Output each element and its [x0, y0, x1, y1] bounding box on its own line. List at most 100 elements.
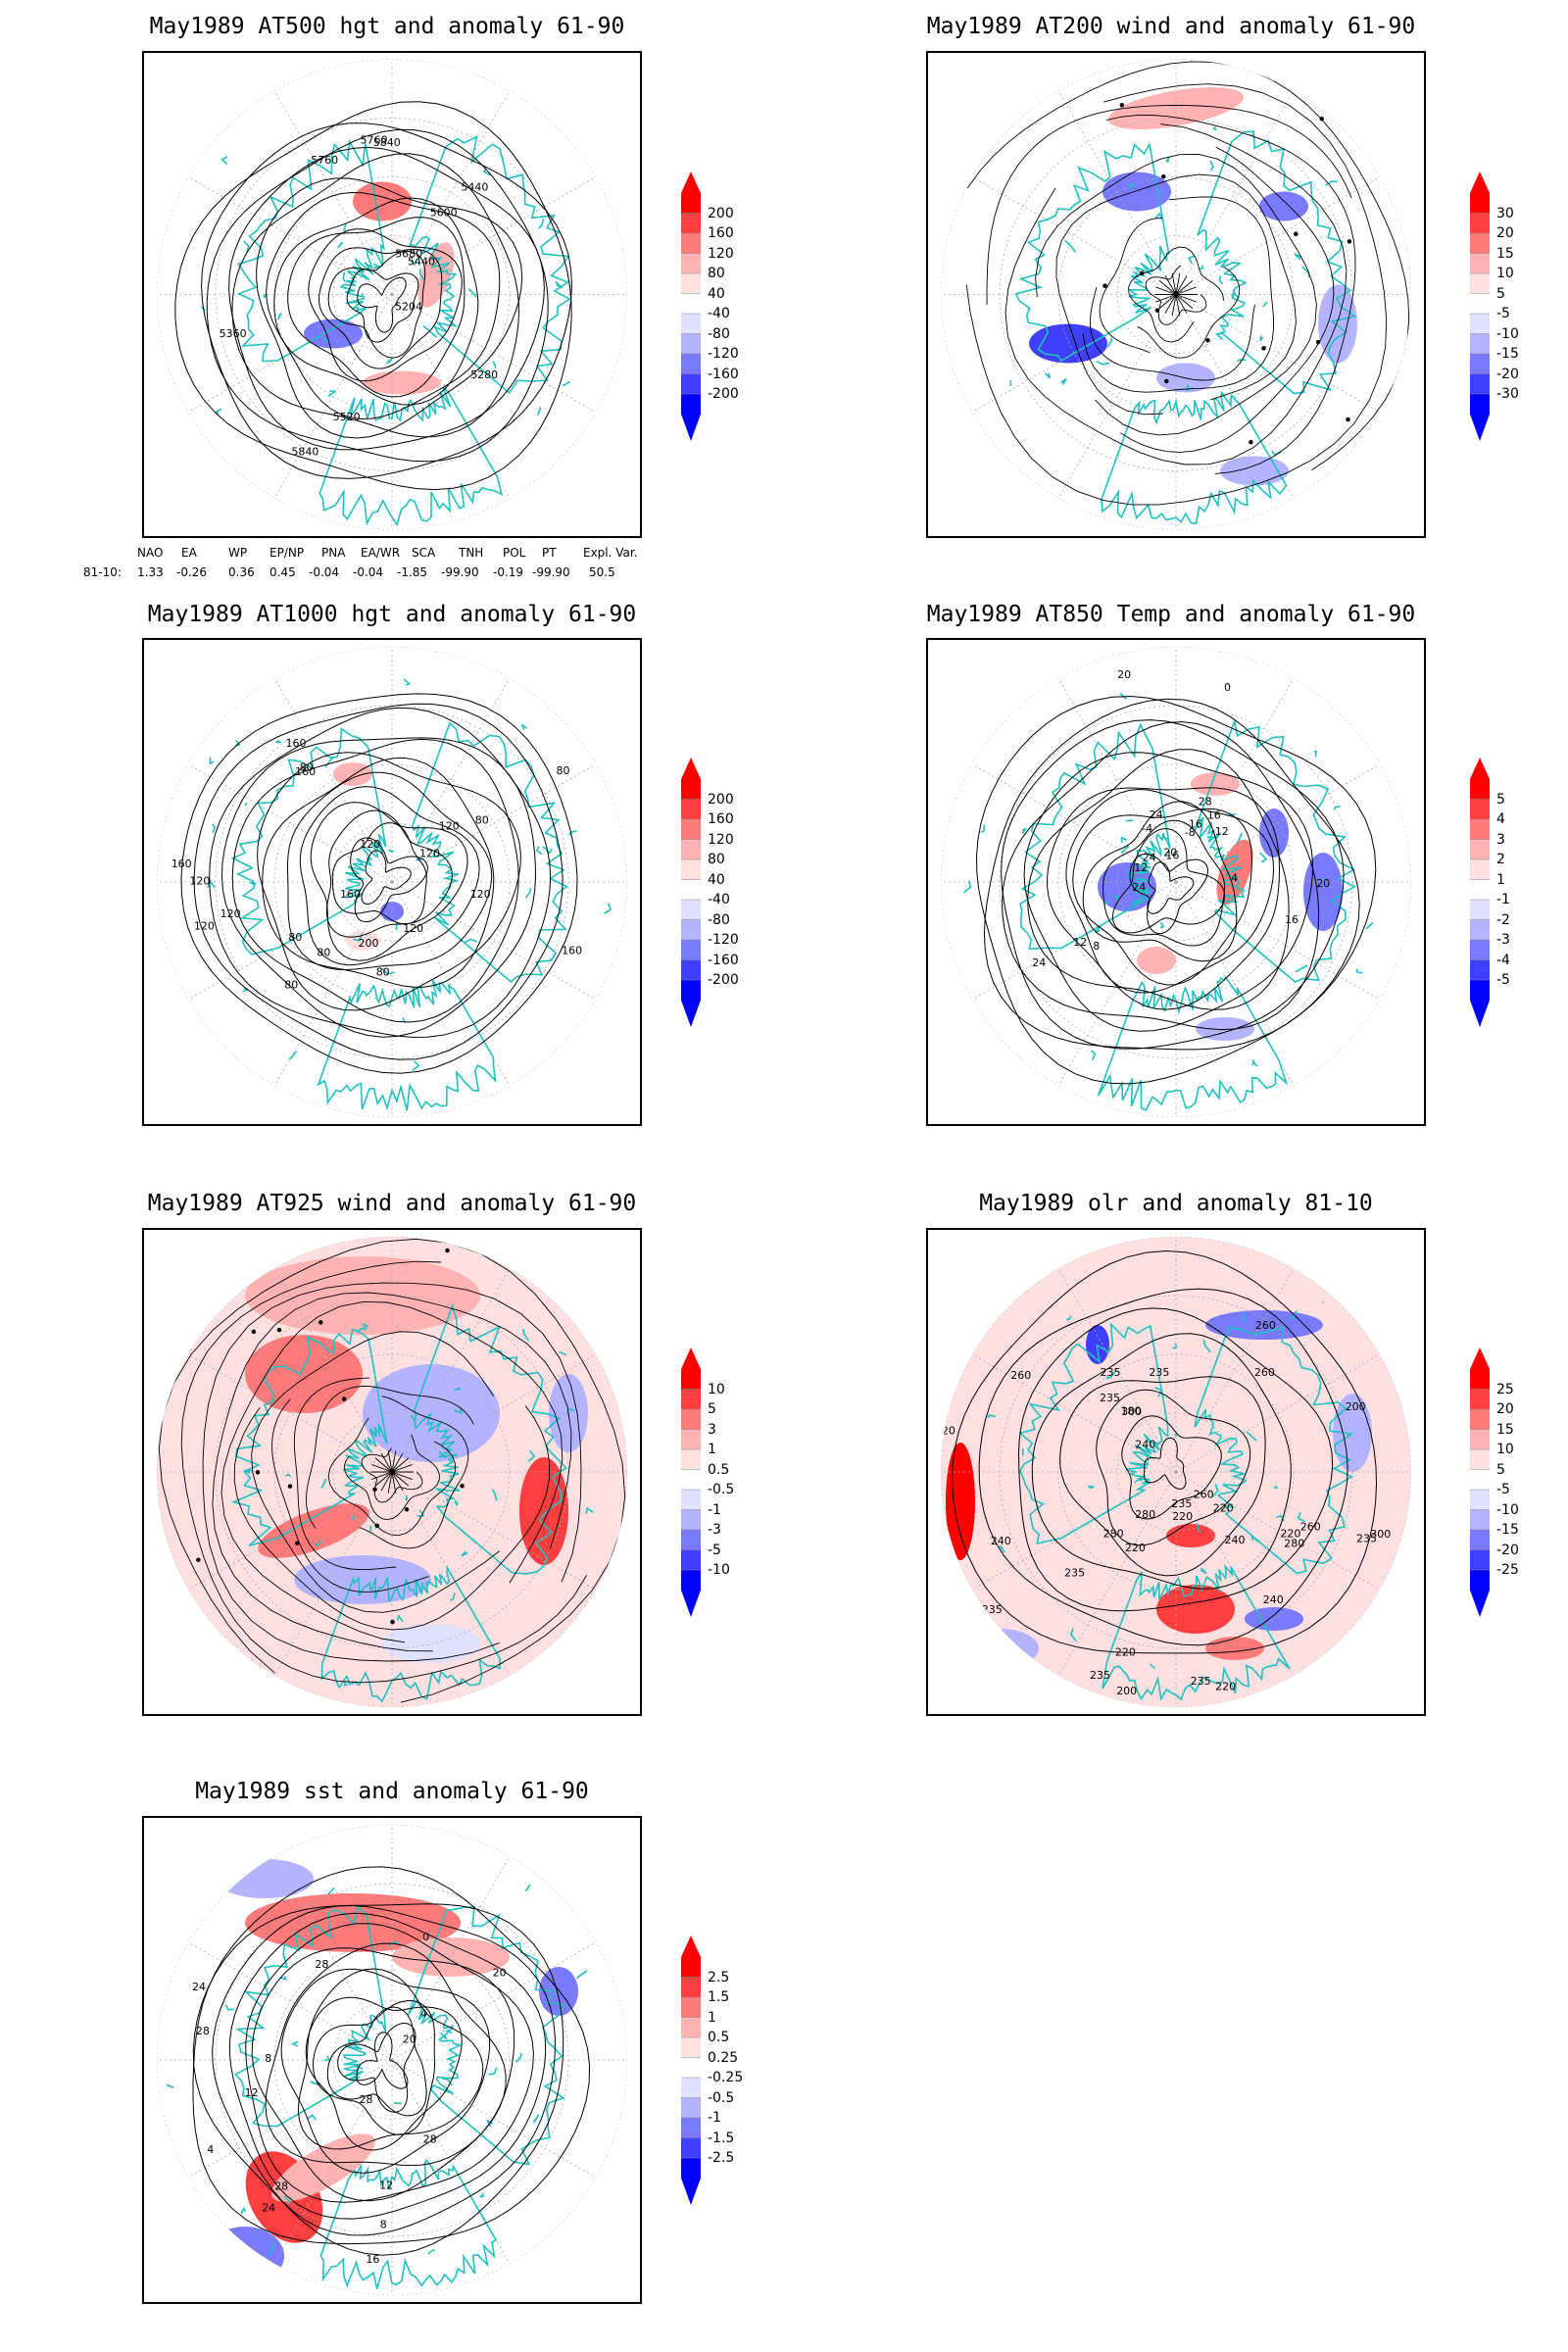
- anomaly-region: [258, 1503, 369, 1558]
- contour-label: 28: [360, 2093, 373, 2106]
- contour-label: 24: [1032, 956, 1046, 969]
- colorbar-segment: [1470, 779, 1490, 800]
- anomaly-region: [345, 931, 380, 951]
- colorbar-segment: [1470, 1429, 1490, 1449]
- colorbar-tick-label: 1.5: [708, 1989, 730, 2005]
- colorbar-tick-label: 10: [708, 1381, 725, 1397]
- index-header-nao: NAO: [137, 546, 164, 560]
- contour-label: 24: [262, 2202, 275, 2215]
- contour-label: 28: [196, 2025, 210, 2037]
- colorbar-segment: [1470, 213, 1490, 233]
- flow-arrow: [196, 1557, 201, 1562]
- panel-title: May1989 AT925 wind and anomaly 61-90: [147, 1191, 637, 1216]
- colorbar-segment: [1470, 253, 1490, 273]
- colorbar-segment: [1470, 273, 1490, 294]
- flow-arrow: [1154, 308, 1160, 313]
- index-header-expl-var: Expl. Var.: [583, 546, 638, 560]
- colorbar-tick-label: 1: [708, 2009, 716, 2026]
- contour-label: 200: [359, 937, 379, 950]
- anomaly-region: [333, 762, 372, 786]
- contour-label: 20: [1117, 668, 1131, 681]
- map-frame: 260 235 220 235 240 260 235 280 220 200 235 220 260 2…: [926, 1228, 1426, 1716]
- colorbar-tick-label: 0.5: [708, 1461, 730, 1478]
- index-header-eawr: EA/WR: [361, 546, 401, 560]
- colorbar-segment: [681, 213, 701, 233]
- colorbar-segment: [681, 2037, 701, 2058]
- colorbar-segment: [1470, 839, 1490, 859]
- contour-label: 235: [1101, 1366, 1121, 1379]
- anomaly-region: [271, 2133, 375, 2202]
- contour-label: 20: [493, 1966, 507, 1979]
- meridian-line: [391, 1353, 597, 1473]
- index-header-epnp: EP/NP: [270, 546, 305, 560]
- colorbar-segment: [681, 193, 701, 214]
- contour-lines: [174, 101, 573, 491]
- contour-label: 5520: [333, 411, 361, 423]
- anomaly-region: [206, 2227, 284, 2285]
- contour-label: 235: [1064, 1567, 1085, 1580]
- flow-arrow: [1347, 239, 1352, 244]
- colorbar-segment: [681, 233, 701, 254]
- colorbar-tick-label: -1: [1496, 892, 1510, 907]
- colorbar-segment: [681, 980, 701, 1001]
- contour-label: 5440: [408, 255, 435, 268]
- contour-label: 200: [1116, 1685, 1137, 1697]
- contour-label: 260: [1010, 1369, 1031, 1382]
- colorbar-segment: [681, 333, 701, 354]
- contour-label: 235: [1171, 1497, 1192, 1510]
- contour-label: 5680: [395, 248, 422, 261]
- contour-label: 5440: [461, 180, 488, 193]
- map-content: [941, 59, 1411, 530]
- colorbar-segment: [681, 354, 701, 374]
- contour-label: 0: [1224, 681, 1231, 694]
- colorbar-segment: [681, 1530, 701, 1550]
- colorbar-tick-label: -30: [1496, 386, 1519, 402]
- panel-title: May1989 sst and anomaly 61-90: [195, 1779, 589, 1804]
- colorbar-tick-label: 20: [1496, 1401, 1514, 1417]
- contour-label: 240: [991, 1535, 1011, 1547]
- index-value-pt: -99.90: [532, 565, 570, 579]
- map-frame: 28 28 24 20 16 12 8 4 0 28 4 8 12 20 24 28 28: [142, 1816, 642, 2304]
- contour-lines: [192, 1866, 591, 2256]
- contour-label: 28: [423, 2132, 437, 2145]
- colorbar-segment: [681, 1409, 701, 1430]
- index-header-pna: PNA: [321, 546, 346, 560]
- colorbar-tick-label: -5: [1496, 1482, 1510, 1497]
- contour-label: 80: [475, 813, 489, 826]
- map-content: 8012016020016012012016080801201608012080…: [157, 647, 627, 1117]
- colorbar-tick-label: -0.5: [708, 1482, 735, 1497]
- contour-label: 120: [194, 919, 215, 932]
- colorbar-tick-label: 2.5: [708, 1969, 730, 1985]
- contour-label: 12: [379, 2179, 393, 2191]
- colorbar-bottom-arrow: [1470, 1590, 1490, 1617]
- colorbar-segment: [1470, 799, 1490, 819]
- contour-label: 220: [1115, 1645, 1136, 1658]
- colorbar-segment: [1470, 333, 1490, 354]
- colorbar-tick-label: -200: [708, 386, 739, 402]
- colorbar-tick-label: 160: [708, 811, 734, 827]
- flow-arrow: [404, 1506, 410, 1512]
- colorbar-bottom-arrow: [681, 1590, 701, 1617]
- colorbar-top-arrow: [1470, 172, 1490, 193]
- contour-label: 20: [403, 2034, 416, 2046]
- meridian-line: [1057, 90, 1177, 295]
- colorbar-tick-label: 20: [1496, 225, 1514, 241]
- meridian-line: [187, 1941, 393, 2061]
- colorbar-segment: [1470, 1570, 1490, 1591]
- contour-label: 24: [1132, 881, 1146, 894]
- flow-arrow: [374, 1523, 380, 1529]
- colorbar-tick-label: -4: [1496, 952, 1510, 968]
- colorbar-tick-label: -120: [708, 932, 739, 948]
- anomaly-region: [1333, 1394, 1372, 1472]
- colorbar-segment: [1470, 394, 1490, 415]
- meridian-line: [391, 1941, 597, 2061]
- contour-label: 235: [1100, 1392, 1120, 1404]
- contour-label: 4: [420, 2008, 427, 2021]
- map-frame: 16 12 8 16 24 -12 -8 -4 0 4 16 24 28 12 20 16 20 24 20 24: [926, 638, 1426, 1126]
- colorbar-tick-label: -10: [708, 1562, 730, 1578]
- contour-label: 220: [1215, 1681, 1236, 1693]
- teleconnection-index-table: NAO EA WP EP/NP PNA EA/WR SCA TNH POL PT…: [83, 546, 750, 585]
- contour-label: 80: [284, 979, 298, 992]
- colorbar-segment: [681, 1469, 701, 1490]
